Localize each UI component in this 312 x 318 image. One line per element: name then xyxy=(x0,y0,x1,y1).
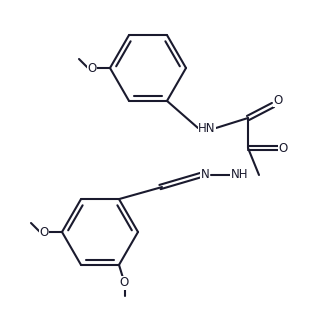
Text: O: O xyxy=(278,142,288,155)
Text: O: O xyxy=(273,93,283,107)
Text: N: N xyxy=(201,169,209,182)
Text: HN: HN xyxy=(198,121,216,135)
Text: O: O xyxy=(119,276,129,289)
Text: NH: NH xyxy=(231,169,248,182)
Text: O: O xyxy=(87,61,97,74)
Text: O: O xyxy=(39,225,49,238)
